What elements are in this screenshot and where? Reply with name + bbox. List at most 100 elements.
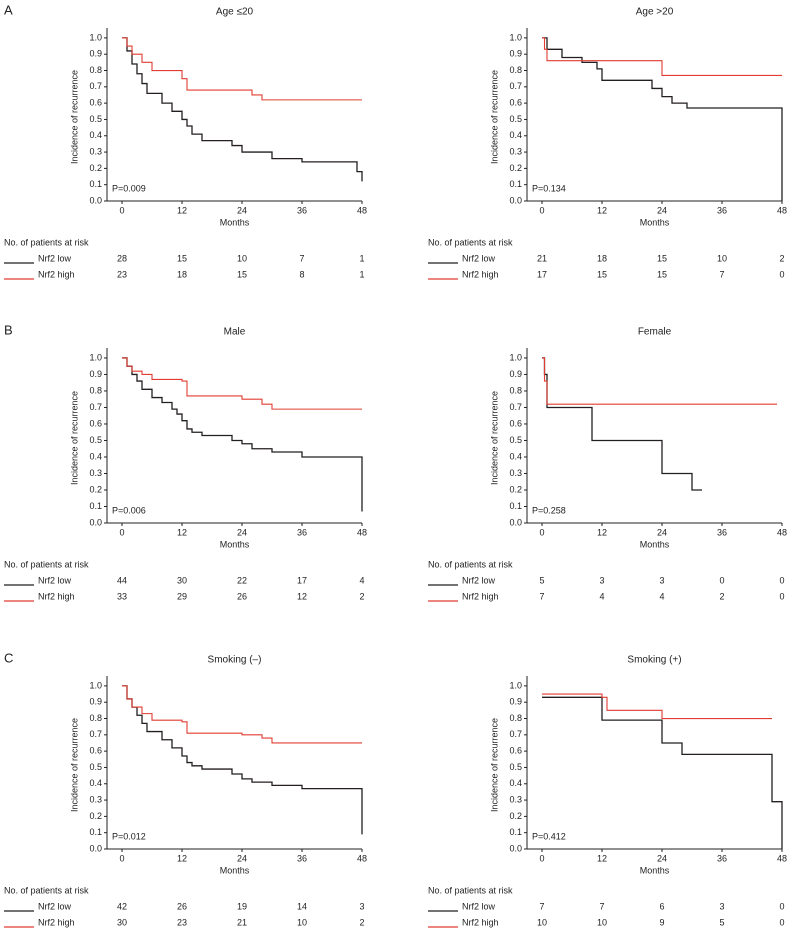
survival-curve bbox=[122, 357, 362, 410]
y-axis-label: Incidence of recurrence bbox=[69, 70, 79, 164]
at-risk-count: 2 bbox=[779, 253, 784, 263]
risk-title: No. of patients at risk bbox=[428, 559, 513, 569]
y-tick-label: 0.7 bbox=[89, 402, 102, 412]
legend-label: Nrf2 low bbox=[462, 901, 496, 911]
x-tick-label: 36 bbox=[717, 527, 727, 537]
at-risk-count: 10 bbox=[717, 253, 727, 263]
x-tick-label: 24 bbox=[657, 205, 667, 215]
legend-label: Nrf2 high bbox=[38, 269, 75, 279]
y-tick-label: 0.4 bbox=[89, 778, 102, 788]
legend-label: Nrf2 high bbox=[38, 591, 75, 601]
at-risk-count: 7 bbox=[719, 269, 724, 279]
at-risk-count: 21 bbox=[537, 253, 547, 263]
y-tick-label: 0.8 bbox=[89, 65, 102, 75]
chart-title: Smoking (–) bbox=[208, 655, 262, 666]
y-tick-label: 0.3 bbox=[509, 468, 522, 478]
x-axis-label: Months bbox=[640, 217, 670, 227]
at-risk-count: 42 bbox=[117, 901, 127, 911]
at-risk-count: 23 bbox=[177, 917, 187, 927]
y-tick-label: 0.3 bbox=[89, 468, 102, 478]
at-risk-count: 10 bbox=[237, 253, 247, 263]
at-risk-count: 0 bbox=[719, 575, 724, 585]
at-risk-count: 0 bbox=[779, 917, 784, 927]
x-tick-label: 48 bbox=[357, 527, 367, 537]
panel-label: C bbox=[4, 650, 13, 665]
y-tick-label: 0.8 bbox=[509, 65, 522, 75]
y-tick-label: 0.5 bbox=[509, 762, 522, 772]
risk-title: No. of patients at risk bbox=[4, 237, 89, 247]
at-risk-count: 17 bbox=[537, 269, 547, 279]
x-tick-label: 36 bbox=[717, 205, 727, 215]
survival-curve bbox=[542, 357, 777, 405]
at-risk-count: 9 bbox=[659, 917, 664, 927]
x-tick-label: 12 bbox=[177, 527, 187, 537]
x-tick-label: 12 bbox=[597, 853, 607, 863]
at-risk-count: 22 bbox=[237, 575, 247, 585]
at-risk-count: 15 bbox=[237, 269, 247, 279]
y-tick-label: 1.0 bbox=[89, 352, 102, 362]
survival-curve bbox=[542, 696, 783, 849]
panel-label: B bbox=[4, 322, 13, 337]
y-tick-label: 0.6 bbox=[509, 98, 522, 108]
risk-title: No. of patients at risk bbox=[4, 885, 89, 895]
y-tick-label: 0.8 bbox=[509, 713, 522, 723]
y-tick-label: 0.6 bbox=[509, 418, 522, 428]
x-tick-label: 48 bbox=[357, 205, 367, 215]
x-tick-label: 0 bbox=[119, 205, 124, 215]
y-tick-label: 0.8 bbox=[509, 385, 522, 395]
at-risk-count: 3 bbox=[599, 575, 604, 585]
at-risk-count: 14 bbox=[297, 901, 307, 911]
y-tick-label: 0.7 bbox=[509, 402, 522, 412]
p-value: P=0.258 bbox=[532, 505, 566, 515]
y-tick-label: 0.4 bbox=[89, 130, 102, 140]
survival-curve bbox=[122, 685, 362, 744]
y-tick-label: 0.2 bbox=[509, 484, 522, 494]
at-risk-count: 3 bbox=[659, 575, 664, 585]
at-risk-count: 2 bbox=[359, 917, 364, 927]
x-tick-label: 48 bbox=[777, 527, 787, 537]
at-risk-count: 12 bbox=[297, 591, 307, 601]
at-risk-count: 0 bbox=[779, 591, 784, 601]
x-tick-label: 24 bbox=[237, 527, 247, 537]
legend-label: Nrf2 high bbox=[462, 917, 499, 927]
at-risk-count: 15 bbox=[657, 269, 667, 279]
y-tick-label: 1.0 bbox=[509, 32, 522, 42]
y-tick-label: 0.8 bbox=[89, 713, 102, 723]
at-risk-count: 2 bbox=[359, 591, 364, 601]
at-risk-count: 0 bbox=[779, 575, 784, 585]
y-tick-label: 0.1 bbox=[509, 501, 522, 511]
at-risk-count: 5 bbox=[539, 575, 544, 585]
y-tick-label: 0.5 bbox=[509, 435, 522, 445]
x-tick-label: 48 bbox=[777, 853, 787, 863]
y-tick-label: 0.9 bbox=[89, 697, 102, 707]
x-tick-label: 12 bbox=[177, 205, 187, 215]
at-risk-count: 21 bbox=[237, 917, 247, 927]
legend-label: Nrf2 high bbox=[462, 269, 499, 279]
at-risk-count: 29 bbox=[177, 591, 187, 601]
y-tick-label: 0.9 bbox=[509, 369, 522, 379]
y-tick-label: 1.0 bbox=[89, 32, 102, 42]
legend-label: Nrf2 low bbox=[38, 253, 72, 263]
y-tick-label: 0.4 bbox=[509, 451, 522, 461]
x-tick-label: 0 bbox=[539, 205, 544, 215]
x-axis-label: Months bbox=[640, 539, 670, 549]
at-risk-count: 44 bbox=[117, 575, 127, 585]
y-tick-label: 0.5 bbox=[89, 762, 102, 772]
y-tick-label: 0.7 bbox=[89, 729, 102, 739]
at-risk-count: 30 bbox=[177, 575, 187, 585]
y-tick-label: 0.5 bbox=[509, 114, 522, 124]
at-risk-count: 15 bbox=[177, 253, 187, 263]
legend-label: Nrf2 low bbox=[462, 253, 496, 263]
at-risk-count: 18 bbox=[177, 269, 187, 279]
y-tick-label: 0.1 bbox=[89, 827, 102, 837]
at-risk-count: 7 bbox=[539, 591, 544, 601]
y-tick-label: 0.6 bbox=[89, 98, 102, 108]
y-tick-label: 0.1 bbox=[509, 179, 522, 189]
y-tick-label: 0.6 bbox=[89, 418, 102, 428]
y-axis-label: Incidence of recurrence bbox=[489, 70, 499, 164]
survival-curve bbox=[122, 357, 363, 512]
at-risk-count: 15 bbox=[597, 269, 607, 279]
y-axis-label: Incidence of recurrence bbox=[69, 391, 79, 485]
y-axis-label: Incidence of recurrence bbox=[489, 391, 499, 485]
